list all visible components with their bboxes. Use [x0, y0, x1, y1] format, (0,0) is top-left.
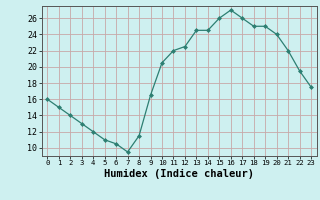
X-axis label: Humidex (Indice chaleur): Humidex (Indice chaleur) [104, 169, 254, 179]
